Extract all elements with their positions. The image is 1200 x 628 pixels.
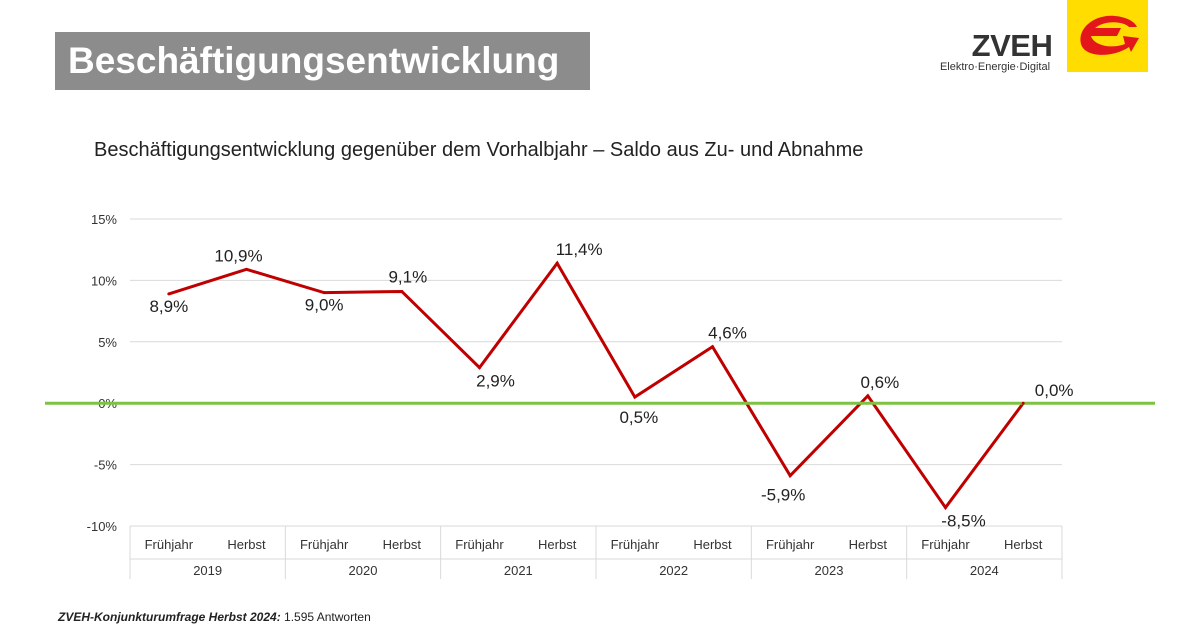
- data-point: [944, 506, 947, 510]
- data-label: 4,6%: [708, 324, 747, 343]
- source-note: ZVEH-Konjunkturumfrage Herbst 2024: 1.59…: [58, 610, 371, 624]
- zveh-logo-icon: [1067, 0, 1148, 72]
- data-label: 9,1%: [388, 267, 427, 286]
- x-tick-label: Herbst: [383, 537, 422, 552]
- data-point: [866, 394, 870, 398]
- x-group-label: 2019: [193, 563, 222, 578]
- data-point: [322, 291, 326, 295]
- x-tick-label: Herbst: [227, 537, 266, 552]
- x-group-label: 2024: [970, 563, 999, 578]
- x-tick-label: Frühjahr: [300, 537, 349, 552]
- data-point: [400, 289, 404, 293]
- data-point: [555, 261, 559, 265]
- logo-text: ZVEH: [971, 28, 1053, 63]
- data-label: 8,9%: [149, 297, 188, 316]
- data-point: [788, 474, 792, 478]
- data-label: -8,5%: [941, 512, 985, 531]
- data-point: [167, 292, 171, 296]
- x-tick-label: Frühjahr: [145, 537, 194, 552]
- logo-swoosh: [1080, 15, 1139, 55]
- zveh-logo-mark: [1080, 15, 1139, 55]
- x-tick-label: Frühjahr: [455, 537, 504, 552]
- x-tick-label: Herbst: [693, 537, 732, 552]
- data-point: [633, 395, 637, 399]
- data-point: [711, 345, 714, 349]
- data-point: [245, 267, 248, 271]
- y-tick-label: 10%: [91, 273, 117, 288]
- x-tick-label: Frühjahr: [766, 537, 815, 552]
- data-label: 10,9%: [214, 246, 262, 265]
- x-group-label: 2022: [659, 563, 688, 578]
- data-label: 2,9%: [476, 372, 515, 391]
- y-tick-label: -10%: [87, 519, 118, 534]
- x-group-label: 2020: [349, 563, 378, 578]
- x-tick-label: Frühjahr: [921, 537, 970, 552]
- data-label: 11,4%: [556, 240, 603, 259]
- source-note-text: 1.595 Antworten: [280, 610, 371, 624]
- data-label: 9,0%: [305, 296, 344, 315]
- data-point: [1021, 401, 1025, 405]
- logo-tagline: Elektro·Energie·Digital: [939, 61, 1051, 73]
- x-group-label: 2021: [504, 563, 533, 578]
- series-line: [168, 260, 1025, 511]
- data-label: 0,5%: [619, 408, 658, 427]
- data-label: 0,6%: [860, 373, 899, 392]
- data-point: [478, 366, 481, 370]
- y-tick-label: 15%: [91, 212, 117, 227]
- x-tick-label: Herbst: [849, 537, 888, 552]
- chart-title: Beschäftigungsentwicklung gegenüber dem …: [94, 139, 864, 161]
- x-tick-label: Frühjahr: [611, 537, 660, 552]
- source-note-bold: ZVEH-Konjunkturumfrage Herbst 2024:: [58, 610, 281, 624]
- y-tick-label: -5%: [94, 458, 118, 473]
- page-title: Beschäftigungsentwicklung: [55, 32, 590, 90]
- x-tick-label: Herbst: [538, 537, 577, 552]
- data-label: -5,9%: [761, 486, 805, 505]
- x-tick-label: Herbst: [1004, 537, 1043, 552]
- x-group-label: 2023: [815, 563, 844, 578]
- data-label: 0,0%: [1035, 381, 1074, 400]
- y-tick-label: 5%: [98, 335, 117, 350]
